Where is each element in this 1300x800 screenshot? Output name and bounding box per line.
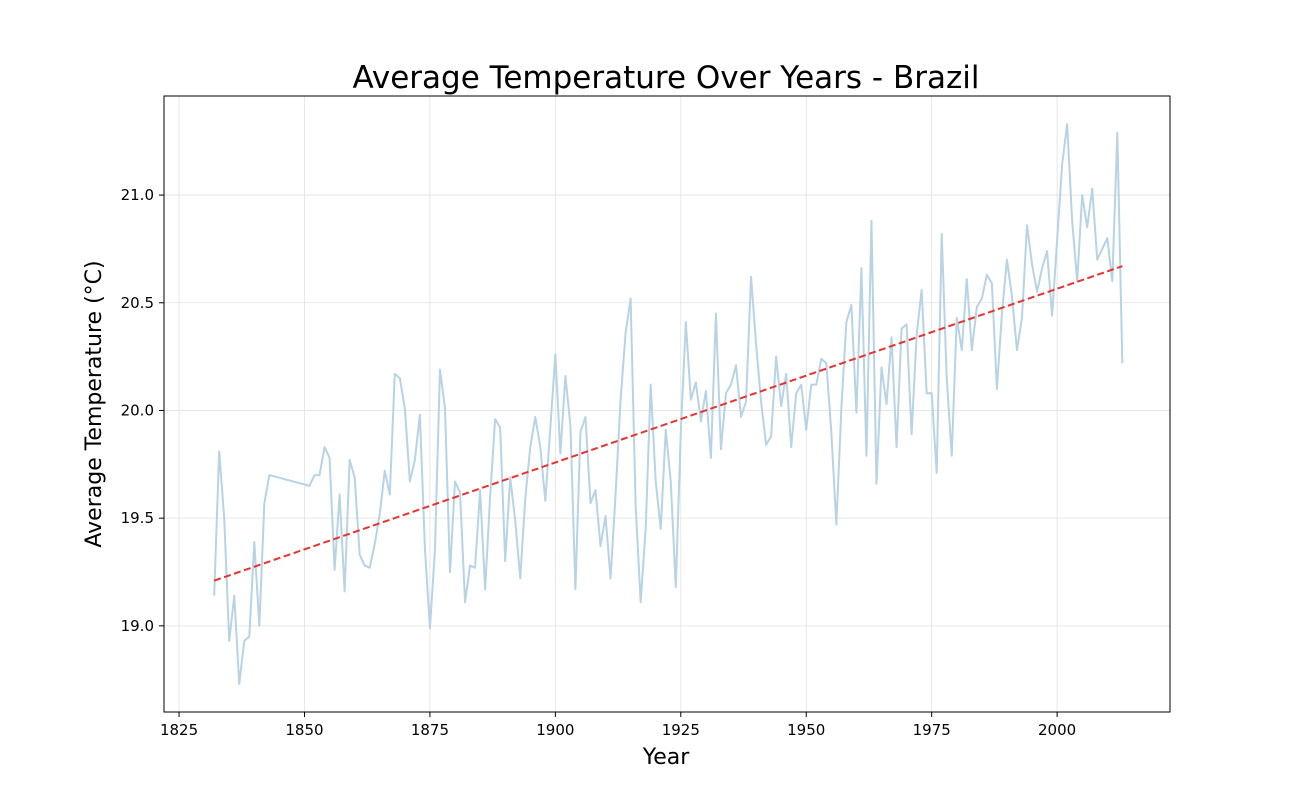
x-axis: 1825 1850 1875 1900 1925 1950 1975 2000 [160,712,1076,739]
x-tick-label: 1900 [536,721,574,739]
y-axis-label: Average Temperature (°C) [82,260,107,547]
plot-frame [163,95,1171,713]
y-axis: 19.0 19.5 20.0 20.5 21.0 [121,186,164,635]
x-tick-label: 1950 [787,721,825,739]
x-tick-label: 2000 [1038,721,1076,739]
series-layer [213,123,1124,685]
x-tick-label: 1850 [285,721,323,739]
temperature-series-line [213,123,1124,685]
y-tick-label: 19.0 [121,617,154,635]
x-tick-label: 1925 [662,721,700,739]
grid [164,96,1170,712]
y-tick-label: 20.5 [121,294,154,312]
trend-line [213,265,1123,582]
x-tick-label: 1825 [160,721,198,739]
chart-title: Average Temperature Over Years - Brazil [353,60,980,96]
y-tick-label: 20.0 [121,401,154,419]
x-tick-label: 1875 [411,721,449,739]
y-tick-label: 21.0 [121,186,154,204]
y-tick-label: 19.5 [121,509,154,527]
x-axis-label: Year [642,745,691,770]
x-tick-label: 1975 [913,721,951,739]
